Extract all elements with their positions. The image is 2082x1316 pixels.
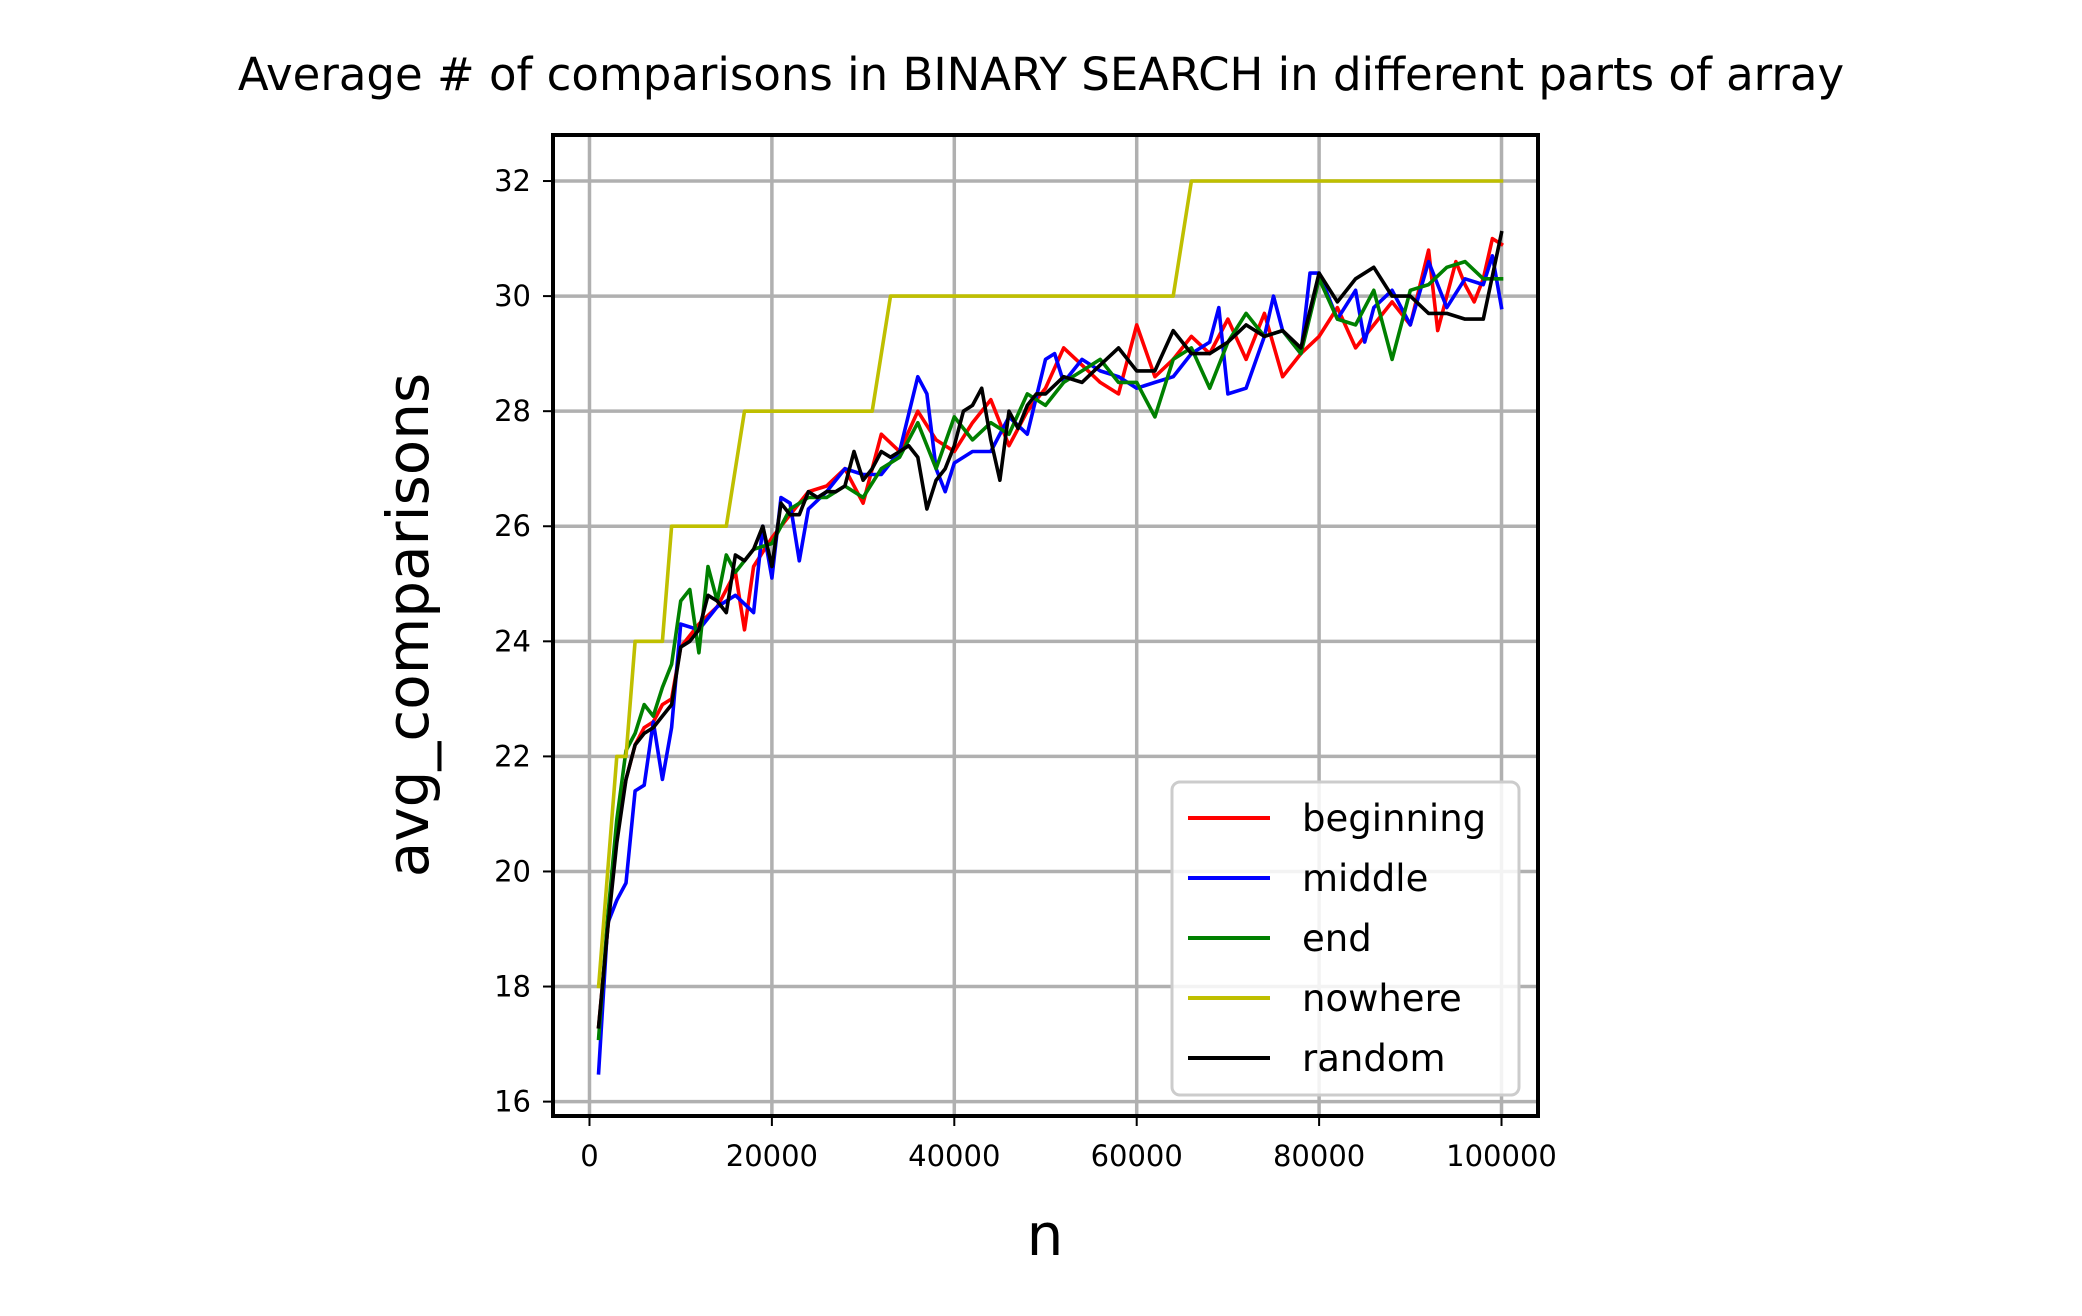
series-line-random	[596, 230, 1504, 1029]
y-axis-label: avg_comparisons	[374, 373, 442, 878]
y-tick-label: 22	[494, 739, 531, 773]
y-tick-label: 26	[494, 509, 531, 543]
chart-title: Average # of comparisons in BINARY SEARC…	[238, 48, 1844, 101]
y-tick-label: 28	[494, 394, 531, 428]
x-tick-label: 100000	[1446, 1139, 1557, 1173]
x-tick-label: 40000	[908, 1139, 1000, 1173]
x-tick-label: 20000	[726, 1139, 818, 1173]
series-layer	[596, 179, 1504, 1075]
legend-label-nowhere: nowhere	[1302, 977, 1462, 1020]
legend-box	[1170, 780, 1521, 1097]
legend-label-random: random	[1302, 1037, 1446, 1080]
series-line-end	[596, 259, 1504, 1041]
x-tick-label: 80000	[1273, 1139, 1365, 1173]
x-tick-label: 60000	[1091, 1139, 1183, 1173]
x-tick-label: 0	[580, 1139, 598, 1173]
legend-label-beginning: beginning	[1302, 797, 1486, 840]
ticks-layer: 0 20000 40000 60000 80000 100000 16 18 20 22 24 26 2…	[494, 164, 1557, 1173]
legend-label-end: end	[1302, 917, 1372, 960]
y-tick-label: 30	[494, 279, 531, 313]
y-tick-label: 32	[494, 164, 531, 198]
y-tick-label: 20	[494, 854, 531, 888]
y-tick-label: 16	[494, 1085, 531, 1119]
plot-frame	[551, 133, 1540, 1118]
series-line-nowhere	[596, 179, 1504, 989]
y-tick-label: 24	[494, 624, 531, 658]
legend: beginning middle end nowhere random	[1170, 780, 1521, 1097]
x-axis-label: n	[1027, 1201, 1064, 1269]
legend-label-middle: middle	[1302, 857, 1428, 900]
y-tick-label: 18	[494, 970, 531, 1004]
